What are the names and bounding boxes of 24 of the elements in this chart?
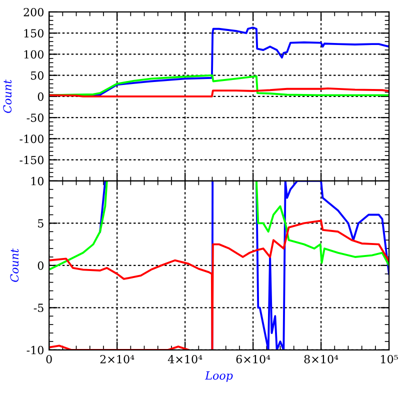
x-tick-label: 2×10⁴	[100, 354, 134, 364]
x-tick-label: 0	[46, 354, 52, 364]
y-tick-label: 0	[38, 261, 44, 270]
y-tick-label: -5	[34, 304, 44, 312]
y-tick-label: 200	[24, 8, 44, 16]
x-axis-title: Loop	[204, 371, 233, 382]
y-axis-title: Count	[10, 248, 19, 282]
y-tick-label: -150	[20, 156, 44, 164]
y-axis-title: Count	[3, 79, 12, 113]
x-tick-label: 4×10⁴	[168, 354, 202, 364]
y-tick-label: -50	[26, 114, 44, 122]
y-tick-label: 150	[24, 29, 44, 38]
line-series	[49, 74, 390, 96]
y-tick-label: 10	[31, 176, 44, 186]
y-tick-label: 0	[38, 92, 44, 101]
y-tick-label: 5	[38, 219, 44, 228]
y-tick-label: 50	[31, 71, 44, 80]
x-tick-label: 10⁵	[381, 354, 398, 364]
x-tick-label: 6×10⁴	[236, 354, 270, 364]
y-tick-label: -100	[20, 134, 44, 144]
y-tick-label: 100	[24, 50, 44, 59]
y-tick-label: -10	[26, 346, 44, 354]
line-series	[49, 87, 390, 98]
x-tick-label: 8×10⁴	[304, 354, 338, 364]
